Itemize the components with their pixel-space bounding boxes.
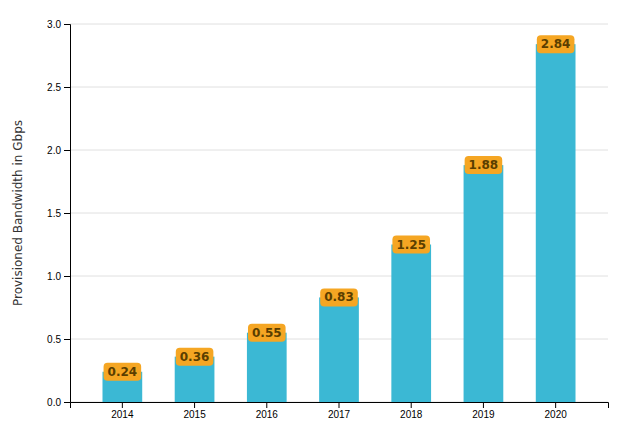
tick-label: 2.5 [47, 82, 61, 93]
tick-label: 2.0 [47, 145, 61, 156]
tick-mark [64, 276, 70, 277]
tick-mark [266, 402, 267, 408]
data-label: 1.25 [396, 238, 426, 252]
data-label-group: 0.24 [104, 363, 142, 381]
data-label: 0.83 [324, 290, 354, 304]
bar [247, 333, 287, 402]
data-label-group: 0.36 [176, 348, 214, 366]
tick-label: 0.5 [47, 334, 61, 345]
data-label: 0.55 [252, 326, 282, 340]
tick: 2017 [328, 402, 351, 420]
grid-line [70, 276, 608, 277]
grid-line [70, 213, 608, 214]
grid-line [70, 24, 608, 25]
data-label: 0.36 [180, 350, 210, 364]
tick-mark [64, 402, 70, 403]
tick-label: 3.0 [47, 19, 61, 30]
axis-line [64, 25, 71, 403]
data-label-box [465, 156, 503, 174]
bars [102, 44, 575, 402]
data-label-group: 1.88 [465, 156, 503, 174]
data-label-group: 1.25 [392, 236, 430, 254]
tick-label: 2018 [400, 409, 423, 420]
tick: 0.0 [47, 397, 70, 408]
tick: 2016 [256, 402, 279, 420]
data-labels: 0.24 0.36 0.55 0.83 1.25 1.88 2.84 [104, 35, 575, 381]
grid-line [70, 150, 608, 151]
data-label-box [248, 324, 286, 342]
data-label: 1.88 [469, 158, 499, 172]
tick: 2018 [400, 402, 423, 420]
tick-mark [64, 24, 70, 25]
tick: 1.0 [47, 271, 70, 282]
bar [464, 165, 504, 402]
tick-label: 1.5 [47, 208, 61, 219]
tick-label: 2016 [256, 409, 279, 420]
tick: 2019 [472, 402, 495, 420]
tick-mark [64, 87, 70, 88]
grid [70, 24, 608, 402]
tick-label: 0.0 [47, 397, 61, 408]
grid-line [70, 87, 608, 88]
data-label-group: 0.55 [248, 324, 286, 342]
tick-label: 2019 [472, 409, 495, 420]
bar [391, 245, 431, 403]
tick-mark [555, 402, 556, 408]
tick: 0.5 [47, 334, 70, 345]
tick: 2.5 [47, 82, 70, 93]
chart: 0.00.51.01.52.02.53.02014201520162017201… [0, 0, 628, 442]
tick-mark [194, 402, 195, 408]
tick-label: 2015 [183, 409, 206, 420]
data-label: 2.84 [541, 37, 571, 51]
tick: 1.5 [47, 208, 70, 219]
tick-label: 2017 [328, 409, 351, 420]
data-label-box [176, 348, 214, 366]
tick-mark [411, 402, 412, 408]
data-label-box [104, 363, 142, 381]
tick-label: 1.0 [47, 271, 61, 282]
tick-label: 2014 [111, 409, 134, 420]
data-label-box [537, 35, 575, 53]
data-label-box [392, 236, 430, 254]
data-label-box [320, 288, 358, 306]
tick-mark [483, 402, 484, 408]
plot: 0.00.51.01.52.02.53.02014201520162017201… [47, 19, 608, 420]
tick: 2020 [545, 402, 568, 420]
data-label: 0.24 [108, 365, 138, 379]
tick: 2014 [111, 402, 134, 420]
x-axis: 2014 2015 2016 2017 2018 2019 2020 [71, 402, 609, 420]
tick-mark [64, 339, 70, 340]
tick: 2015 [183, 402, 206, 420]
data-label-group: 0.83 [320, 288, 358, 306]
tick-mark [122, 402, 123, 408]
bar [536, 44, 576, 402]
tick-label: 2020 [545, 409, 568, 420]
bar [319, 297, 359, 402]
y-axis: 0.0 0.5 1.0 1.5 2.0 2.5 3.0 [47, 19, 70, 408]
axis-line [71, 403, 609, 409]
tick-mark [339, 402, 340, 408]
tick: 2.0 [47, 145, 70, 156]
tick-mark [64, 150, 70, 151]
tick: 3.0 [47, 19, 70, 30]
tick-mark [64, 213, 70, 214]
y-axis-title: Provisioned Bandwidth in Gbps [11, 120, 25, 306]
data-label-group: 2.84 [537, 35, 575, 53]
